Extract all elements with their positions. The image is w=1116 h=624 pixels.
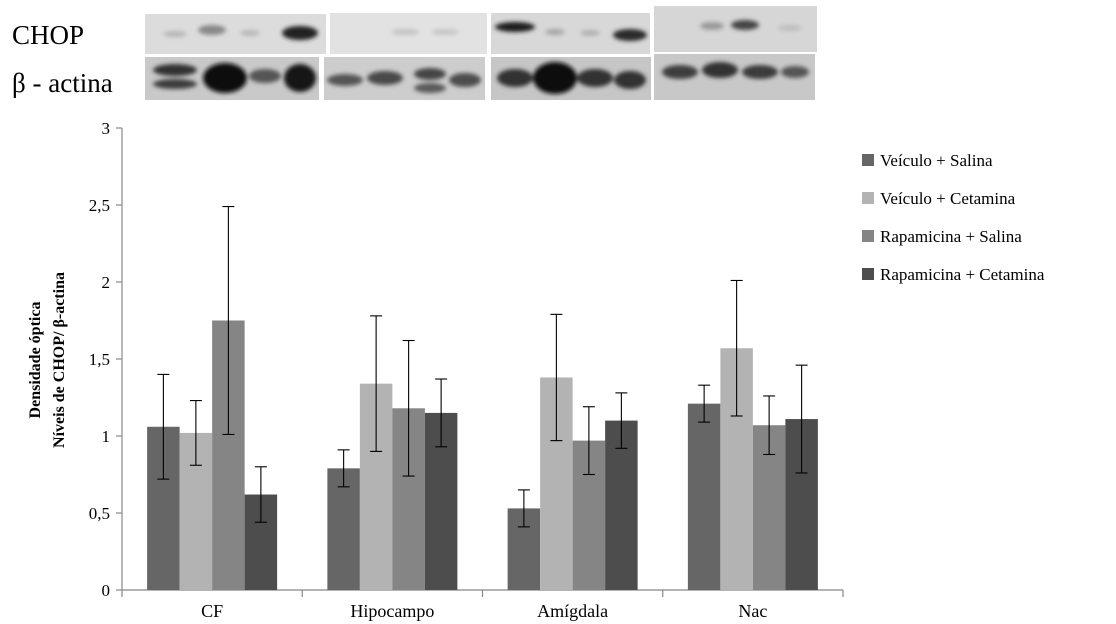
y-tick-label: 0 — [102, 581, 111, 600]
y-ticks: 0 0,5 1 1,5 2 2,5 3 — [89, 119, 122, 600]
bars — [147, 320, 818, 590]
legend: Veículo + Salina Veículo + Cetamina Rapami… — [862, 151, 1045, 284]
y-axis-title-line1: Densidade óptica — [27, 302, 44, 419]
legend-swatch — [862, 268, 874, 280]
actin-blot-label: β - actina — [12, 68, 113, 98]
y-tick-label: 2 — [102, 273, 111, 292]
error-bars — [157, 205, 808, 528]
bar — [327, 468, 360, 590]
legend-swatch — [862, 192, 874, 204]
category-label: CF — [201, 601, 223, 621]
category-labels: CF Hipocampo Amígdala Nac — [201, 601, 767, 621]
legend-label: Veículo + Salina — [880, 151, 993, 170]
legend-label: Veículo + Cetamina — [880, 189, 1016, 208]
y-tick-label: 3 — [102, 119, 111, 138]
category-label: Hipocampo — [350, 601, 434, 621]
category-label: Amígdala — [537, 601, 608, 621]
category-label: Nac — [738, 601, 767, 621]
y-tick-label: 1 — [102, 427, 111, 446]
y-tick-label: 1,5 — [89, 350, 110, 369]
x-ticks — [121, 590, 844, 597]
y-tick-label: 2,5 — [89, 196, 110, 215]
legend-swatch — [862, 230, 874, 242]
y-axis-title-line2: Níveis de CHOP/ β-actina — [51, 272, 68, 448]
western-blot-image — [145, 6, 817, 100]
chop-blot-label: CHOP — [12, 20, 85, 50]
legend-swatch — [862, 154, 874, 166]
legend-label: Rapamicina + Salina — [880, 227, 1022, 246]
legend-label: Rapamicina + Cetamina — [880, 265, 1045, 284]
y-tick-label: 0,5 — [89, 504, 110, 523]
bar — [687, 403, 721, 590]
